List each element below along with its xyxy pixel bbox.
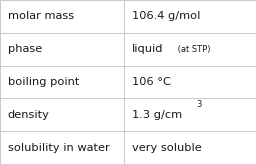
Text: phase: phase: [8, 44, 42, 54]
Text: boiling point: boiling point: [8, 77, 79, 87]
Text: 1.3 g/cm: 1.3 g/cm: [132, 110, 182, 120]
Text: liquid: liquid: [132, 44, 163, 54]
Text: density: density: [8, 110, 50, 120]
Text: solubility in water: solubility in water: [8, 143, 109, 153]
Text: very soluble: very soluble: [132, 143, 201, 153]
Text: 3: 3: [197, 101, 202, 109]
Text: molar mass: molar mass: [8, 11, 74, 21]
Text: (at STP): (at STP): [175, 45, 211, 54]
Text: 106.4 g/mol: 106.4 g/mol: [132, 11, 200, 21]
Text: 106 °C: 106 °C: [132, 77, 171, 87]
